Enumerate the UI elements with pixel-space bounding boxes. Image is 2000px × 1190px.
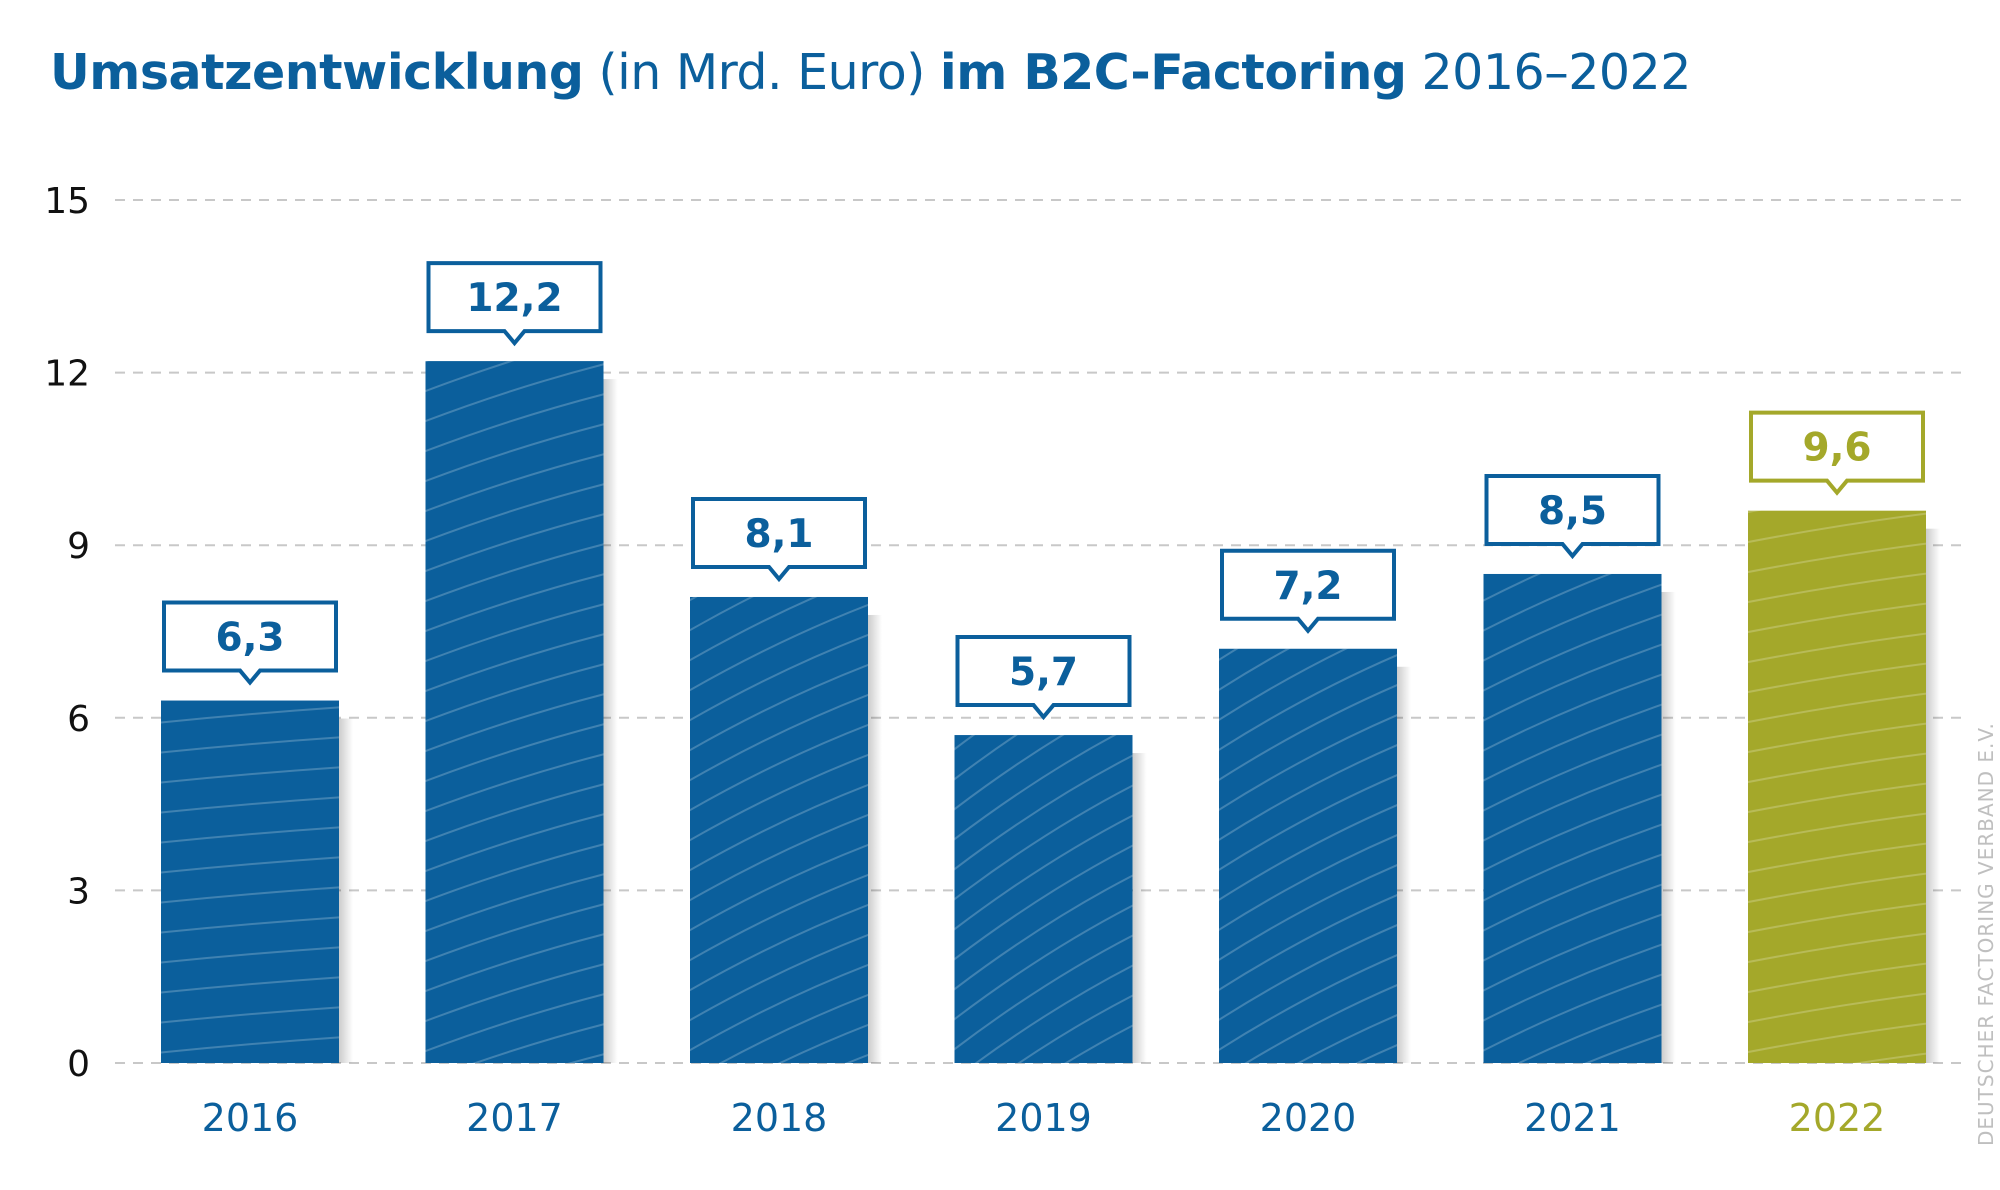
- bar-texture: [425, 361, 604, 1063]
- value-labels: 6,3 12,2 8,1 5,7 7,2 8,5 9,6: [162, 261, 1925, 721]
- value-callout: [1749, 410, 1925, 496]
- bar-2017: [425, 361, 604, 1063]
- x-category-label: 2021: [1524, 1096, 1621, 1140]
- chart-title: Umsatzentwicklung (in Mrd. Euro) im B2C-…: [50, 44, 1691, 101]
- source-credit: DEUTSCHER FACTORING VERBAND E.V.: [1974, 722, 1998, 1146]
- bar-texture: [161, 706, 339, 1054]
- bar-2016: [161, 700, 339, 1063]
- value-callout: [955, 635, 1132, 721]
- bar-texture: [1748, 510, 1926, 1063]
- bar-2021: [1483, 573, 1662, 1063]
- y-tick-label: 3: [67, 871, 90, 912]
- value-label-2019: 5,7: [1009, 650, 1078, 695]
- x-axis-categories: 2016 2017 2018 2019 2020 2021 2022: [202, 1096, 1886, 1140]
- value-callout: [691, 496, 867, 583]
- bar-2022: [1748, 510, 1926, 1063]
- title-part-bold-2: im B2C-Factoring: [939, 44, 1407, 101]
- value-callout: [426, 261, 603, 347]
- bar-shadow: [1397, 666, 1411, 1063]
- value-callout: [162, 600, 338, 686]
- y-tick-label: 12: [44, 354, 90, 395]
- title-part-bold-1: Umsatzentwicklung: [50, 44, 584, 101]
- title-part-years: 2016–2022: [1421, 44, 1692, 101]
- y-tick-label: 6: [67, 699, 90, 740]
- title-part-unit: (in Mrd. Euro): [598, 44, 925, 101]
- y-tick-label: 0: [67, 1044, 90, 1085]
- bar-texture: [954, 735, 1133, 1063]
- bar-shadow: [868, 614, 882, 1063]
- x-category-label: 2022: [1789, 1096, 1886, 1140]
- y-tick-label: 9: [67, 526, 90, 567]
- value-callout: [1220, 548, 1396, 634]
- y-axis-ticks: 0 3 6 9 12 15: [44, 181, 90, 1085]
- bar-shadow: [339, 718, 353, 1063]
- value-callout: [1484, 473, 1661, 560]
- bar-shadow: [1926, 528, 1940, 1063]
- value-label-2022: 9,6: [1802, 426, 1871, 471]
- x-category-label: 2017: [466, 1096, 563, 1140]
- value-label-2017: 12,2: [466, 276, 562, 321]
- bar-shadow: [603, 379, 618, 1063]
- bar-2019: [954, 735, 1133, 1063]
- bar-texture: [690, 596, 868, 1063]
- bars: [161, 361, 1940, 1063]
- value-label-2018: 8,1: [744, 512, 813, 557]
- value-label-2021: 8,5: [1538, 489, 1607, 534]
- bar-shadow: [1132, 753, 1147, 1063]
- bar-shadow: [1661, 591, 1676, 1063]
- bar-texture: [1483, 573, 1662, 1063]
- x-category-label: 2020: [1260, 1096, 1357, 1140]
- bar-2020: [1219, 648, 1397, 1063]
- y-tick-label: 15: [44, 181, 90, 222]
- x-category-label: 2019: [995, 1096, 1092, 1140]
- x-category-label: 2018: [731, 1096, 828, 1140]
- value-label-2016: 6,3: [215, 616, 284, 661]
- x-category-label: 2016: [202, 1096, 299, 1140]
- value-label-2020: 7,2: [1273, 564, 1342, 609]
- bar-2018: [690, 596, 868, 1063]
- bar-texture: [1219, 648, 1397, 1063]
